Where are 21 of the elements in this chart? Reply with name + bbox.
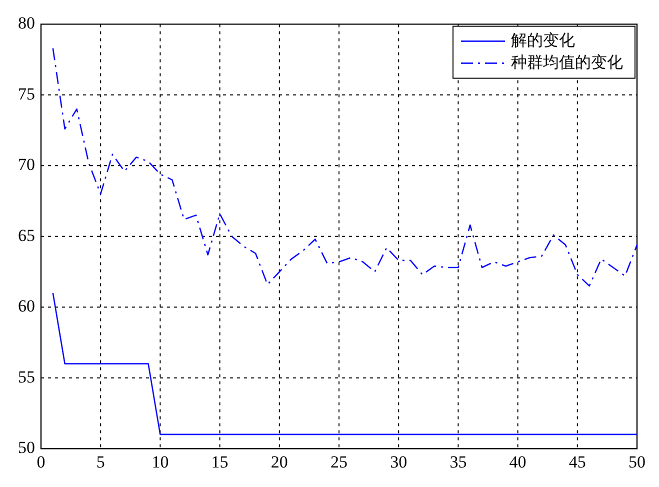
y-tick-label: 55: [18, 367, 35, 386]
x-tick-label: 10: [152, 452, 169, 472]
x-tick-label: 40: [509, 452, 526, 472]
y-tick-label: 80: [18, 14, 35, 33]
x-tick-label: 25: [330, 452, 348, 472]
x-tick-label: 50: [628, 452, 646, 472]
x-tick-label: 35: [450, 452, 467, 472]
y-tick-label: 50: [18, 438, 35, 458]
x-tick-label: 45: [568, 452, 586, 472]
y-tick-label: 65: [18, 226, 35, 245]
x-tick-label: 30: [390, 452, 408, 472]
x-tick-label: 20: [270, 452, 288, 472]
x-tick-label: 5: [96, 452, 105, 472]
line-series: [52, 48, 637, 287]
y-tick-label: 60: [18, 296, 35, 316]
y-tick-label: 70: [18, 155, 35, 174]
y-tick-label: 75: [18, 84, 35, 104]
legend-label: 解的变化: [511, 31, 575, 50]
x-tick-label: 15: [211, 452, 228, 472]
legend-label: 种群均值的变化: [511, 53, 623, 72]
x-tick-label: 0: [36, 452, 46, 472]
